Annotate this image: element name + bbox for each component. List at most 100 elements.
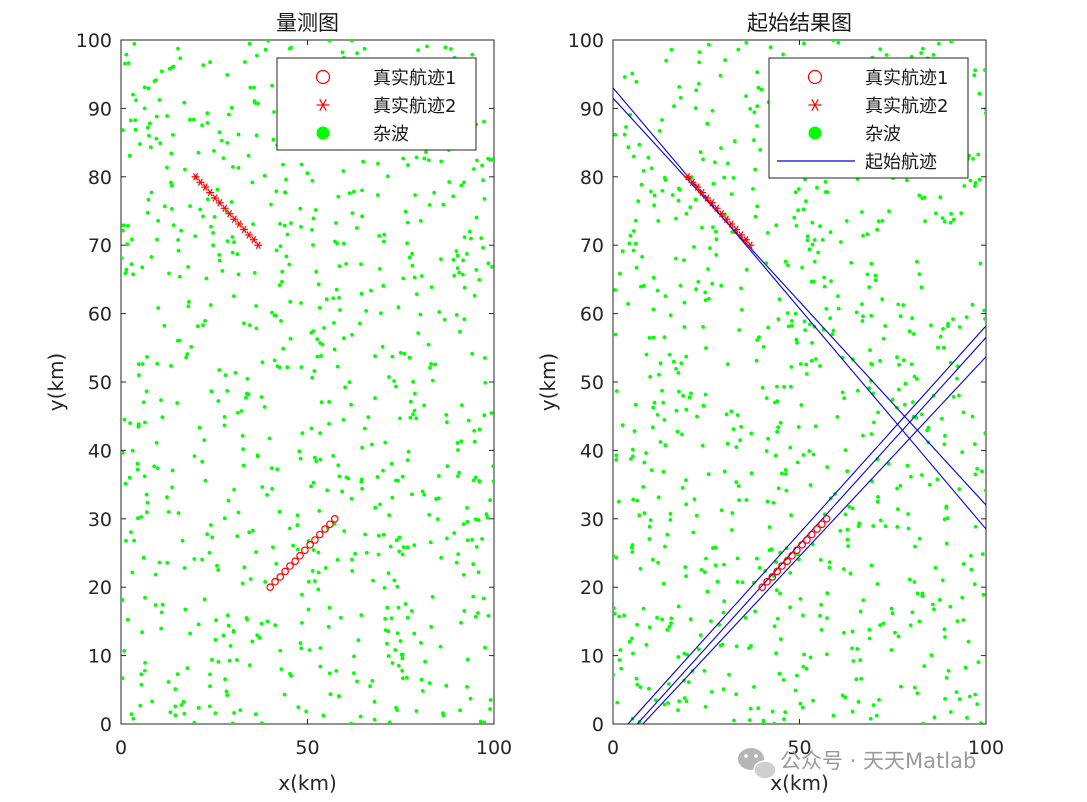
clutter-point	[227, 112, 231, 117]
clutter-point	[680, 432, 684, 437]
clutter-point	[474, 545, 479, 549]
clutter-point	[456, 474, 460, 479]
clutter-point	[296, 547, 300, 552]
clutter-point	[187, 117, 192, 122]
clutter-point	[670, 193, 675, 197]
clutter-point	[200, 123, 205, 128]
clutter-point	[142, 106, 147, 111]
clutter-point	[798, 597, 803, 601]
clutter-point	[257, 636, 262, 640]
clutter-point	[942, 442, 947, 447]
clutter-point	[263, 580, 267, 584]
clutter-point	[804, 666, 809, 671]
track2-point	[688, 178, 697, 187]
clutter-point	[182, 566, 187, 570]
clutter-point	[312, 369, 317, 373]
clutter-point	[387, 720, 392, 724]
clutter-point	[613, 672, 615, 677]
watermark: 公众号 · 天天Matlab	[738, 748, 976, 780]
clutter-point	[439, 257, 443, 261]
clutter-point	[799, 403, 804, 407]
track1-point	[326, 520, 334, 529]
clutter-point	[942, 627, 947, 632]
clutter-point	[235, 658, 239, 662]
clutter-point	[175, 401, 180, 405]
clutter-point	[176, 338, 180, 343]
clutter-point	[352, 671, 356, 675]
clutter-point	[873, 278, 878, 283]
clutter-point	[908, 623, 913, 628]
clutter-point	[955, 376, 959, 381]
clutter-point	[488, 157, 492, 162]
clutter-point	[250, 639, 255, 644]
true-track-1	[266, 514, 339, 592]
clutter-point	[849, 260, 854, 265]
clutter-point	[452, 273, 457, 278]
clutter-point	[438, 644, 443, 649]
clutter-point	[470, 52, 475, 57]
clutter-point	[465, 252, 469, 256]
clutter-point	[350, 333, 354, 337]
clutter-point	[341, 241, 346, 246]
clutter-point	[747, 718, 752, 722]
clutter-point	[143, 661, 148, 665]
clutter-point	[400, 652, 405, 657]
clutter-point	[890, 397, 895, 402]
clutter-point	[634, 265, 639, 270]
clutter-point	[160, 415, 165, 420]
x-tick-label: 0	[607, 737, 619, 759]
clutter-point	[749, 431, 754, 436]
clutter-point	[960, 595, 965, 600]
clutter-point	[944, 504, 949, 509]
clutter-point	[775, 429, 779, 434]
clutter-point	[740, 580, 745, 585]
clutter-point	[725, 441, 730, 446]
clutter-point	[684, 354, 689, 359]
clutter-point	[187, 300, 191, 304]
clutter-point	[316, 282, 321, 287]
clutter-point	[983, 107, 986, 111]
clutter-point	[786, 324, 791, 329]
initiated-track-line	[613, 87, 986, 530]
clutter-point	[139, 672, 144, 677]
clutter-point	[895, 355, 899, 360]
clutter-point	[457, 270, 462, 275]
clutter-point	[149, 255, 154, 259]
clutter-point	[229, 200, 234, 204]
clutter-point	[217, 368, 222, 372]
clutter-point	[233, 370, 238, 375]
clutter-point	[310, 375, 315, 380]
clutter-point	[491, 479, 494, 484]
clutter-point	[216, 660, 221, 664]
clutter-point	[755, 338, 760, 342]
clutter-point	[630, 71, 635, 76]
clutter-point	[933, 565, 938, 570]
clutter-point	[794, 223, 799, 228]
clutter-point	[412, 543, 417, 547]
clutter-point	[315, 337, 320, 341]
clutter-point	[808, 322, 812, 327]
clutter-point	[802, 652, 806, 657]
track2-point	[741, 235, 750, 244]
clutter-point	[969, 553, 973, 558]
clutter-point	[660, 118, 664, 122]
track1-point	[296, 551, 304, 560]
clutter-point	[867, 636, 872, 641]
clutter-point	[778, 420, 783, 425]
clutter-point	[617, 614, 622, 619]
clutter-point	[828, 230, 833, 235]
clutter-point	[456, 552, 461, 556]
clutter-point	[439, 159, 444, 164]
clutter-point	[232, 487, 237, 492]
clutter-point	[420, 689, 425, 693]
clutter-point	[948, 604, 953, 609]
clutter-point	[867, 285, 871, 289]
clutter-point	[793, 311, 798, 316]
clutter-point	[183, 607, 188, 612]
clutter-point	[796, 208, 800, 213]
clutter-point	[192, 454, 197, 458]
clutter-point	[178, 56, 183, 61]
clutter-point	[920, 412, 924, 417]
clutter-point	[360, 486, 364, 491]
clutter-point	[703, 392, 708, 397]
